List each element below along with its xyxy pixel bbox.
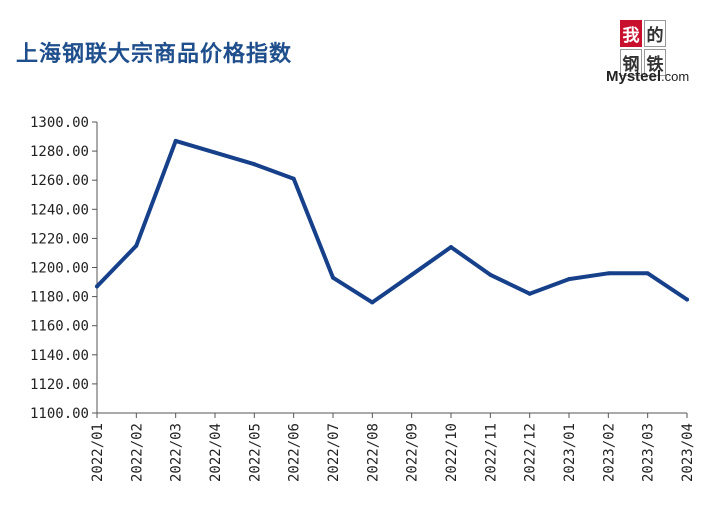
- data-point: [527, 291, 532, 296]
- y-tick-label: 1140.00: [30, 348, 89, 364]
- y-tick-label: 1180.00: [30, 290, 89, 306]
- series-line: [95, 138, 689, 305]
- chart-title: 上海钢联大宗商品价格指数: [16, 41, 293, 67]
- y-tick-label: 1100.00: [30, 406, 89, 422]
- x-tick-label: 2023/03: [641, 423, 657, 482]
- y-tick-label: 1200.00: [30, 261, 89, 277]
- logo-domain: .com: [661, 69, 690, 84]
- data-point: [685, 297, 689, 302]
- x-tick-label: 2022/04: [208, 423, 224, 482]
- y-tick-label: 1280.00: [30, 144, 89, 160]
- logo-char-4: 铁: [644, 49, 666, 76]
- data-point: [370, 300, 375, 305]
- data-point: [213, 150, 217, 155]
- logo-char-2: 的: [644, 20, 666, 47]
- y-tick-label: 1260.00: [30, 173, 89, 189]
- data-point: [449, 245, 453, 250]
- logo-char-1: 我: [620, 20, 642, 47]
- y-tick-label: 1160.00: [30, 319, 89, 335]
- x-tick-label: 2022/10: [444, 423, 460, 482]
- x-tick-label: 2022/12: [523, 423, 539, 482]
- data-point: [95, 284, 99, 289]
- x-axis-ticks: 2022/01 2022/02 2022/03 2022/04 2022/05 2022/…: [90, 413, 696, 482]
- data-point: [488, 272, 493, 277]
- data-point: [173, 138, 178, 143]
- data-point: [645, 271, 650, 276]
- data-point: [409, 272, 414, 277]
- data-point: [291, 176, 296, 181]
- x-tick-label: 2022/06: [287, 423, 303, 482]
- x-tick-label: 2022/07: [326, 423, 342, 482]
- x-tick-label: 2022/02: [129, 423, 145, 482]
- x-tick-label: 2022/09: [405, 423, 421, 482]
- y-tick-label: 1240.00: [30, 202, 89, 218]
- x-tick-label: 2023/01: [562, 423, 578, 482]
- logo-emblem: 我 的 钢 铁: [620, 20, 666, 76]
- data-point: [606, 271, 611, 276]
- x-tick-label: 2023/02: [601, 423, 617, 482]
- x-tick-label: 2022/01: [90, 423, 106, 482]
- chart-axes: [96, 122, 687, 414]
- x-tick-label: 2022/11: [483, 423, 499, 482]
- data-point: [567, 277, 571, 282]
- x-tick-label: 2022/05: [247, 423, 263, 482]
- logo-brand: Mysteel: [606, 68, 662, 85]
- x-tick-label: 2022/08: [365, 423, 381, 482]
- y-tick-label: 1220.00: [30, 231, 89, 247]
- y-tick-label: 1120.00: [30, 377, 89, 393]
- logo-char-3: 钢: [620, 49, 642, 76]
- data-point: [134, 243, 139, 248]
- x-tick-label: 2022/03: [169, 423, 185, 482]
- mysteel-logo: 我 的 钢 铁 Mysteel.com: [606, 20, 708, 90]
- y-axis-ticks: 1100.00 1120.00 1140.00 1160.00 1180.00 1200.…: [30, 115, 97, 422]
- series-group: [95, 138, 689, 305]
- data-point: [252, 162, 257, 167]
- logo-wordmark: Mysteel.com: [606, 68, 689, 85]
- y-tick-label: 1300.00: [30, 115, 89, 131]
- data-point: [331, 275, 335, 280]
- x-tick-label: 2023/04: [680, 423, 696, 482]
